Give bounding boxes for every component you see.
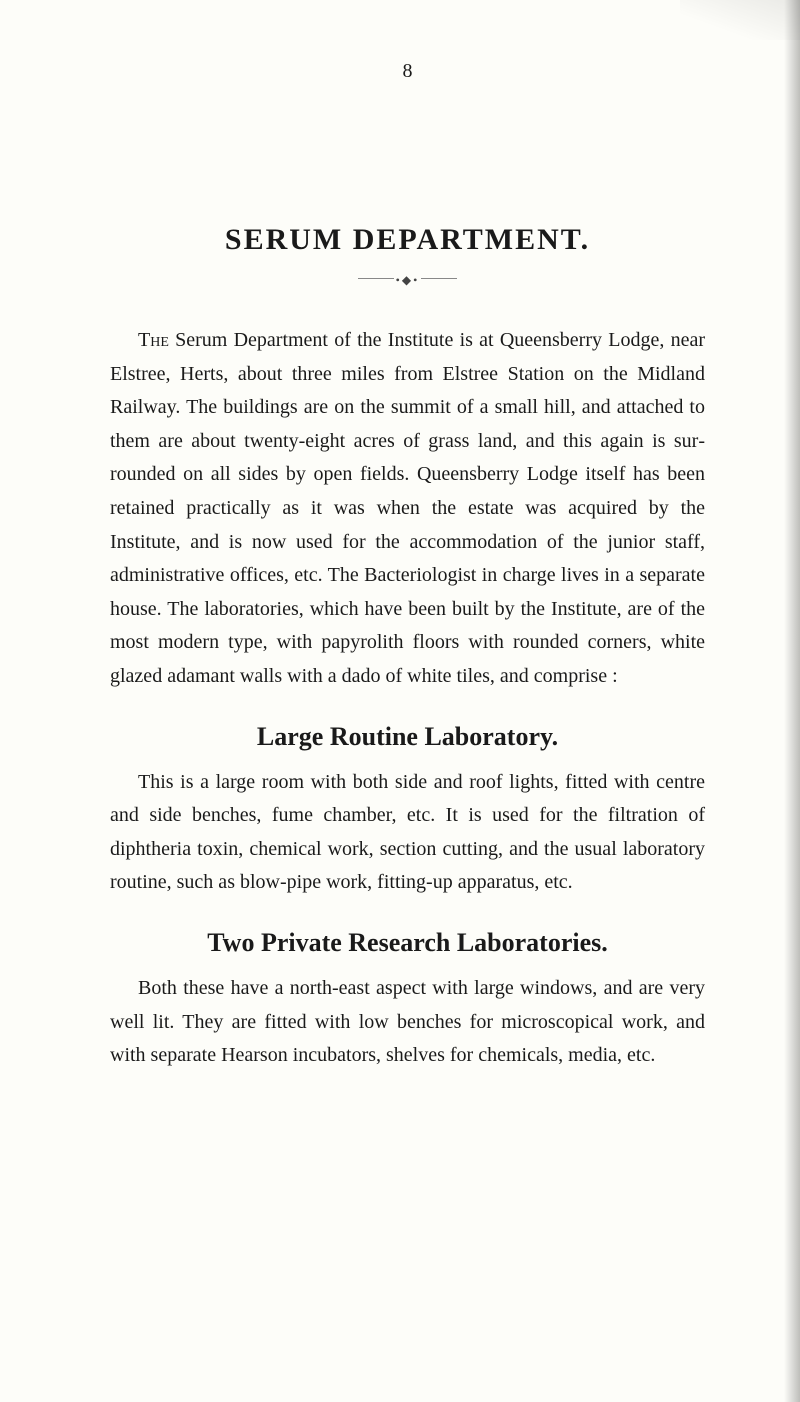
document-page: 8 SERUM DEPARTMENT. •◆• The Serum Depart…	[0, 0, 800, 1402]
paragraph-two-private: Both these have a north-east aspect with…	[110, 972, 705, 1073]
divider-line-right	[421, 278, 457, 279]
paragraph-large-routine: This is a large room with both side and …	[110, 766, 705, 900]
intro-rest-text: Serum Department of the Institute is at …	[110, 329, 705, 687]
ornament-divider: •◆•	[110, 273, 705, 288]
heading-large-routine: Large Routine Laboratory.	[110, 722, 705, 752]
page-corner-shade	[680, 0, 800, 40]
intro-paragraph: The Serum Department of the Institute is…	[110, 324, 705, 694]
divider-glyph: •◆•	[396, 273, 420, 287]
heading-two-private: Two Private Research Laboratories.	[110, 928, 705, 958]
main-title: SERUM DEPARTMENT.	[110, 223, 705, 257]
page-number: 8	[110, 60, 705, 83]
page-shadow-right	[784, 0, 800, 1402]
intro-lead-word: The	[138, 329, 169, 351]
divider-line-left	[358, 278, 394, 279]
